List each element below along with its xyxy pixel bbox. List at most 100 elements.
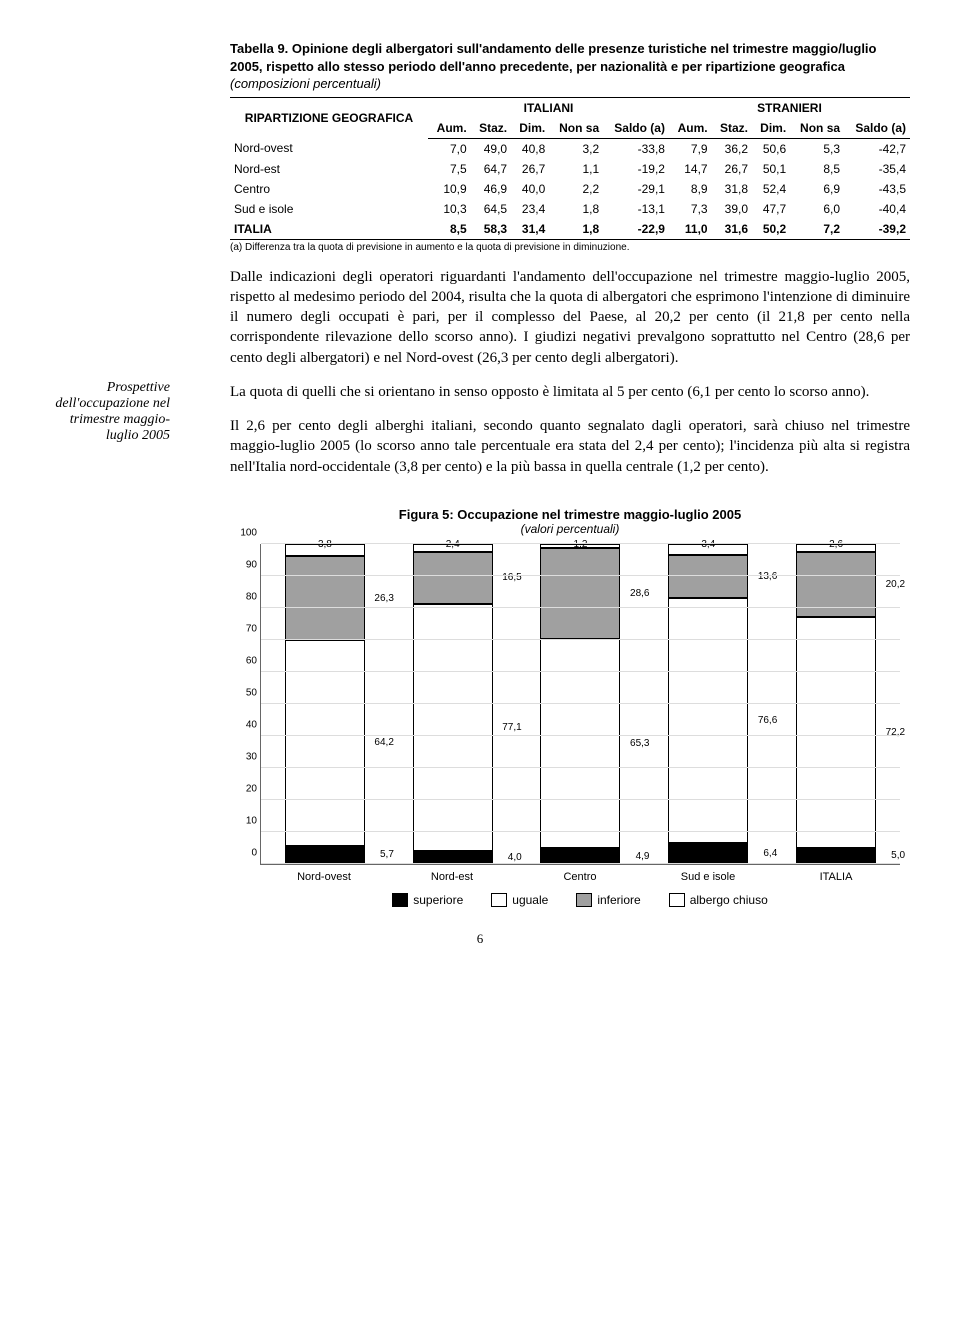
y-tick-label: 70 [233, 623, 257, 634]
chart-title: Figura 5: Occupazione nel trimestre magg… [230, 507, 910, 522]
page-number: 6 [60, 931, 900, 947]
table-row-label: ITALIA [230, 219, 428, 240]
table-cell: 8,9 [669, 179, 712, 199]
stacked-bar: 4,965,328,61,2 [540, 544, 620, 864]
legend-item: albergo chiuso [669, 893, 768, 907]
bar-value-label: 4,0 [508, 852, 522, 863]
table-cell: 6,9 [790, 179, 844, 199]
y-tick-label: 40 [233, 719, 257, 730]
bar-value-label: 28,6 [630, 588, 649, 599]
y-tick-label: 0 [233, 847, 257, 858]
bar-value-label: 72,2 [886, 727, 905, 738]
table-caption: Tabella 9. Opinione degli albergatori su… [230, 40, 910, 93]
bar-value-label: 4,9 [636, 851, 650, 862]
bar-value-label: 2,4 [446, 539, 460, 550]
y-tick-label: 20 [233, 783, 257, 794]
table-cell: 7,3 [669, 199, 712, 219]
bar-value-label: 5,7 [380, 849, 394, 860]
group-stranieri: STRANIERI [669, 97, 910, 118]
table-cell: 2,2 [549, 179, 603, 199]
legend-label: inferiore [597, 893, 640, 907]
bar-segment: 5,7 [285, 846, 365, 864]
table-cell: 47,7 [752, 199, 790, 219]
bar-segment: 3,4 [668, 544, 748, 555]
main-content: Tabella 9. Opinione degli albergatori su… [230, 40, 910, 907]
y-tick-label: 100 [233, 527, 257, 538]
bar-segment: 13,6 [668, 555, 748, 599]
table-cell: 1,1 [549, 159, 603, 179]
margin-note: Prospettive dell'occupazione nel trimest… [40, 380, 170, 444]
x-tick-label: ITALIA [791, 871, 881, 883]
col-header: Aum. [428, 118, 471, 139]
table-cell: 64,5 [471, 199, 511, 219]
table-cell: 50,2 [752, 219, 790, 240]
x-tick-label: Centro [535, 871, 625, 883]
table-cell: -29,1 [603, 179, 669, 199]
table-cell: 46,9 [471, 179, 511, 199]
legend-item: inferiore [576, 893, 640, 907]
table-cell: 1,8 [549, 219, 603, 240]
body-paragraph: Il 2,6 per cento degli alberghi italiani… [230, 416, 910, 477]
table-cell: 31,4 [511, 219, 549, 240]
bar-value-label: 5,0 [891, 850, 905, 861]
legend-label: albergo chiuso [690, 893, 768, 907]
col-header: Dim. [752, 118, 790, 139]
table-cell: 26,7 [712, 159, 752, 179]
table-cell: 7,0 [428, 138, 471, 159]
y-tick-label: 60 [233, 655, 257, 666]
table-cell: 58,3 [471, 219, 511, 240]
table-cell: 49,0 [471, 138, 511, 159]
x-tick-label: Nord-ovest [279, 871, 369, 883]
table-cell: -33,8 [603, 138, 669, 159]
body-paragraph: La quota di quelli che si orientano in s… [230, 382, 910, 402]
legend-swatch [576, 893, 592, 907]
table-cell: 64,7 [471, 159, 511, 179]
bar-value-label: 77,1 [502, 722, 521, 733]
bar-segment: 3,8 [285, 544, 365, 556]
legend-label: superiore [413, 893, 463, 907]
caption-sub: (composizioni percentuali) [230, 76, 381, 91]
col-header: Saldo (a) [603, 118, 669, 139]
bar-value-label: 76,6 [758, 715, 777, 726]
bar-segment: 76,6 [668, 598, 748, 843]
col-header: Non sa [790, 118, 844, 139]
col-header: Dim. [511, 118, 549, 139]
table-row-label: Centro [230, 179, 428, 199]
table-cell: 10,9 [428, 179, 471, 199]
y-tick-label: 30 [233, 751, 257, 762]
bar-segment: 6,4 [668, 843, 748, 863]
table-cell: 8,5 [428, 219, 471, 240]
bar-value-label: 20,2 [886, 579, 905, 590]
table-cell: 6,0 [790, 199, 844, 219]
table-footnote: (a) Differenza tra la quota di prevision… [230, 242, 910, 253]
bar-segment: 2,6 [796, 544, 876, 552]
bar-segment: 5,0 [796, 848, 876, 864]
caption-strong: Tabella 9. Opinione degli albergatori su… [230, 41, 877, 74]
table-cell: 14,7 [669, 159, 712, 179]
table-cell: -13,1 [603, 199, 669, 219]
bar-value-label: 2,6 [829, 539, 843, 550]
col-header: Staz. [471, 118, 511, 139]
legend-swatch [669, 893, 685, 907]
table-cell: 50,1 [752, 159, 790, 179]
y-tick-label: 90 [233, 559, 257, 570]
y-tick-label: 10 [233, 815, 257, 826]
table-cell: -35,4 [844, 159, 910, 179]
table-cell: -40,4 [844, 199, 910, 219]
table-cell: 40,8 [511, 138, 549, 159]
table-cell: -22,9 [603, 219, 669, 240]
bar-value-label: 26,3 [374, 593, 393, 604]
stacked-bar: 5,072,220,22,6 [796, 544, 876, 864]
table-row-label: Nord-ovest [230, 138, 428, 159]
stacked-bar: 4,077,116,52,4 [413, 544, 493, 864]
y-tick-label: 80 [233, 591, 257, 602]
row-header: RIPARTIZIONE GEOGRAFICA [230, 97, 428, 138]
legend-swatch [392, 893, 408, 907]
bar-value-label: 64,2 [374, 737, 393, 748]
bar-value-label: 1,2 [574, 539, 588, 550]
table-cell: 1,8 [549, 199, 603, 219]
table-cell: -42,7 [844, 138, 910, 159]
bar-segment: 1,2 [540, 544, 620, 548]
col-header: Saldo (a) [844, 118, 910, 139]
table-cell: 36,2 [712, 138, 752, 159]
